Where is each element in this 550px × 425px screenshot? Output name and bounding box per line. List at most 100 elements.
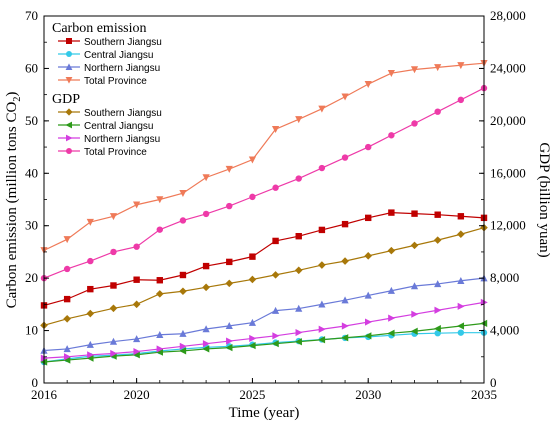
- gdp-total-province-point: [202, 210, 210, 218]
- gdp-northern-jiangsu-point: [63, 353, 71, 361]
- legend-label: Total Province: [84, 76, 147, 87]
- carbon-emission-northern-jiangsu-point: [457, 276, 465, 284]
- carbon-emission-northern-jiangsu-point: [225, 322, 233, 330]
- gdp-central-jiangsu-point: [294, 338, 302, 346]
- carbon-emission-southern-jiangsu-point: [295, 233, 302, 240]
- x-tick-label: 2035: [471, 387, 497, 402]
- gdp-total-province-line: [43, 87, 485, 279]
- x-tick-label: 2016: [31, 387, 58, 402]
- gdp-total-province-point: [411, 120, 418, 127]
- legend-marker: [65, 108, 73, 116]
- legend-group-title: Carbon emission: [52, 21, 147, 36]
- gdp-central-jiangsu-point: [364, 332, 372, 340]
- y-left-tick-label: 50: [25, 113, 38, 128]
- gdp-southern-jiangsu-point: [86, 309, 95, 318]
- carbon-emission-southern-jiangsu-point: [388, 209, 395, 216]
- legend-group-title: GDP: [52, 92, 80, 107]
- carbon-emission-total-province-point: [109, 213, 118, 221]
- carbon-emission-northern-jiangsu-point: [86, 340, 94, 348]
- carbon-emission-southern-jiangsu-point: [457, 213, 465, 220]
- gdp-central-jiangsu-point: [341, 334, 349, 342]
- carbon-emission-northern-jiangsu-point: [248, 318, 257, 326]
- carbon-emission-central-jiangsu-point: [434, 329, 441, 337]
- carbon-emission-northern-jiangsu-line: [43, 277, 485, 352]
- gdp-southern-jiangsu-point: [410, 241, 419, 250]
- y-right-tick-label: 0: [490, 375, 497, 390]
- gdp-total-province-point: [179, 217, 187, 224]
- legend-label: Southern Jiangsu: [84, 108, 162, 119]
- gdp-central-jiangsu-point: [410, 327, 418, 335]
- y-left-tick-label: 30: [25, 218, 38, 233]
- y-right-tick-label: 16,000: [490, 165, 526, 180]
- carbon-emission-southern-jiangsu-point: [156, 277, 163, 284]
- gdp-southern-jiangsu-point: [457, 230, 465, 239]
- carbon-emission-central-jiangsu-point: [457, 329, 465, 336]
- gdp-total-province-point: [110, 248, 117, 256]
- gdp-northern-jiangsu-point: [457, 302, 465, 310]
- carbon-emission-total-province-point: [63, 236, 71, 244]
- gdp-northern-jiangsu-point: [365, 318, 373, 326]
- y-axis-left-title: Carbon emission (million tons CO2): [4, 92, 23, 309]
- carbon-emission-southern-jiangsu-point: [87, 285, 94, 293]
- legend: Carbon emission Southern Jiangsu Central J…: [52, 21, 162, 158]
- gdp-central-jiangsu-point: [387, 329, 395, 337]
- carbon-emission-southern-jiangsu-point: [249, 253, 256, 260]
- legend-label: Northern Jiangsu: [84, 63, 160, 74]
- y-left-tick-label: 60: [25, 60, 38, 75]
- carbon-emission-total-province-point: [457, 62, 465, 70]
- gdp-southern-jiangsu-point: [179, 287, 187, 296]
- carbon-emission-total-province-point: [341, 93, 349, 101]
- carbon-emission-northern-jiangsu-point: [341, 296, 349, 304]
- series-layer: [40, 59, 488, 366]
- y-left-tick-label: 20: [25, 270, 38, 285]
- carbon-emission-northern-jiangsu-point: [63, 345, 71, 353]
- gdp-central-jiangsu-point: [248, 342, 256, 350]
- carbon-emission-total-province-point: [295, 116, 303, 124]
- carbon-emission-northern-jiangsu-point: [364, 291, 372, 299]
- carbon-emission-southern-jiangsu-point: [133, 276, 140, 283]
- gdp-northern-jiangsu-line: [43, 301, 485, 359]
- y-right-tick-label: 20,000: [490, 113, 526, 128]
- y-left-tick-label: 70: [25, 8, 38, 23]
- carbon-emission-central-jiangsu-line: [43, 332, 484, 363]
- y-right-tick-label: 4,000: [490, 323, 519, 338]
- gdp-central-jiangsu-point: [63, 356, 71, 364]
- x-tick-label: 2025: [239, 387, 265, 402]
- carbon-emission-total-province-point: [318, 105, 326, 113]
- carbon-emission-southern-jiangsu-point: [179, 271, 187, 279]
- gdp-central-jiangsu-point: [202, 345, 210, 353]
- carbon-emission-total-province-point: [434, 64, 442, 72]
- carbon-emission-northern-jiangsu-point: [179, 329, 187, 337]
- gdp-northern-jiangsu-point: [179, 342, 187, 350]
- y-right-tick-label: 12,000: [490, 218, 526, 233]
- gdp-central-jiangsu-point: [225, 344, 233, 352]
- carbon-emission-total-province-point: [225, 165, 233, 173]
- gdp-total-province-point: [388, 132, 395, 139]
- gdp-total-province-point: [318, 164, 326, 172]
- gdp-central-jiangsu-point: [179, 347, 187, 355]
- carbon-emission-southern-jiangsu-point: [272, 237, 279, 245]
- gdp-northern-jiangsu-point: [110, 349, 118, 358]
- legend-label: Central Jiangsu: [84, 121, 153, 132]
- gdp-northern-jiangsu-point: [133, 347, 141, 356]
- y-left-tick-label: 0: [32, 375, 39, 390]
- gdp-central-jiangsu-point: [271, 340, 279, 348]
- gdp-northern-jiangsu-point: [318, 325, 326, 333]
- gdp-southern-jiangsu-point: [109, 304, 118, 313]
- gdp-central-jiangsu-point: [318, 336, 326, 344]
- gdp-northern-jiangsu-point: [341, 322, 349, 330]
- gdp-total-province-point: [156, 226, 163, 233]
- gdp-total-province-point: [295, 175, 302, 182]
- carbon-emission-total-province-point: [202, 174, 210, 182]
- carbon-emission-total-province-point: [364, 80, 372, 88]
- gdp-total-province-point: [87, 257, 94, 265]
- legend-label: Northern Jiangsu: [84, 134, 160, 145]
- gdp-southern-jiangsu-point: [63, 314, 71, 323]
- carbon-emission-total-province-point: [410, 66, 419, 74]
- gdp-northern-jiangsu-point: [272, 332, 280, 340]
- carbon-emission-southern-jiangsu-point: [63, 295, 71, 303]
- gdp-central-jiangsu-point: [457, 322, 465, 330]
- y-left-tick-label: 40: [25, 165, 38, 180]
- gdp-southern-jiangsu-point: [364, 252, 373, 260]
